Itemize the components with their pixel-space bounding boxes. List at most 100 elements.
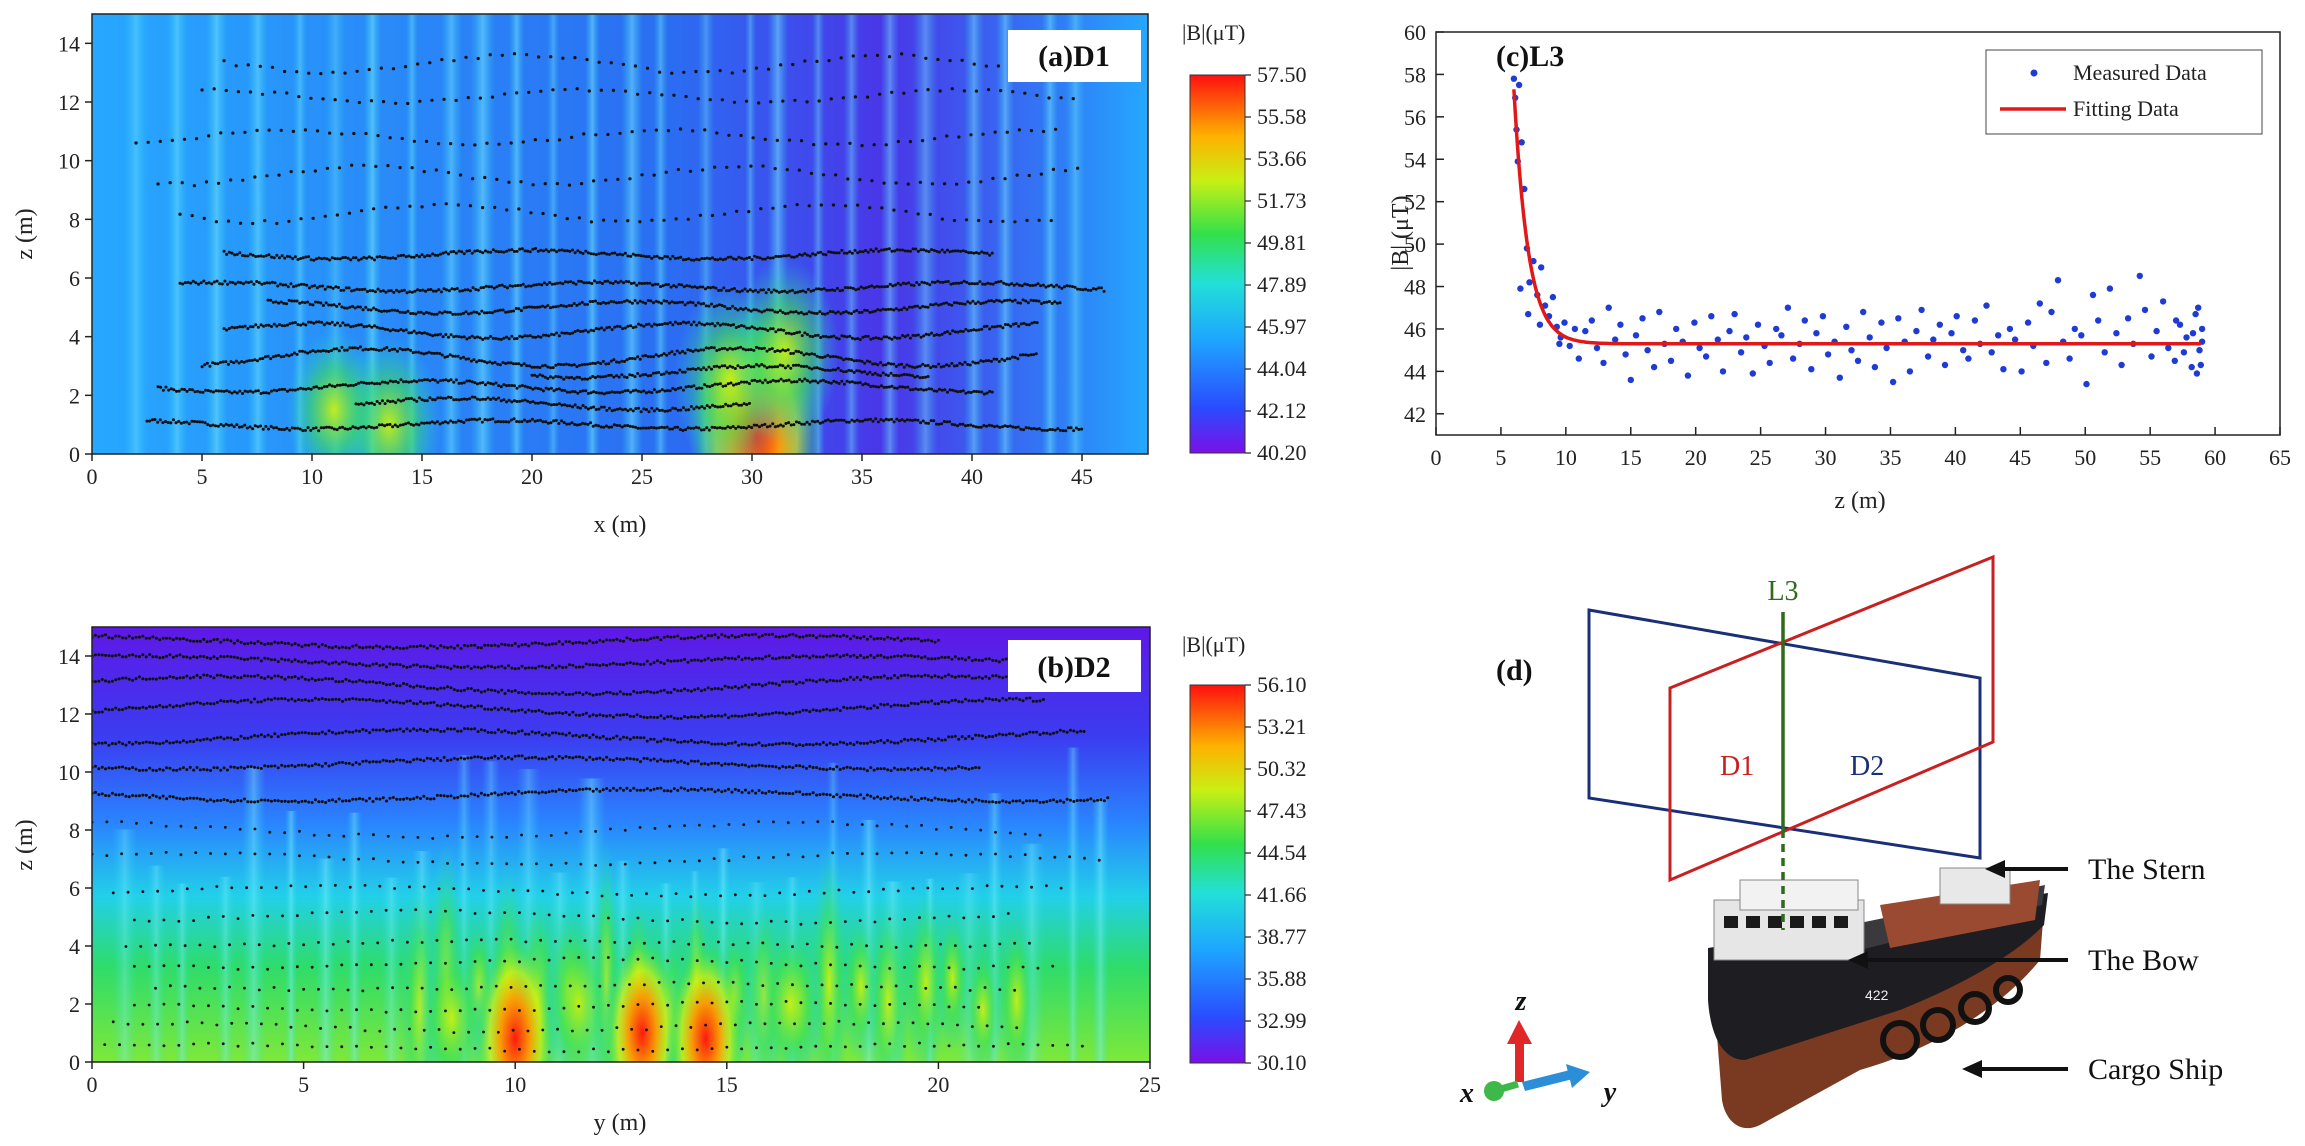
plane-d1: [1668, 554, 1995, 883]
panel-d: (d) 422 L3 D1: [1459, 554, 2223, 1129]
field-streak: [1065, 14, 1086, 454]
measured-point: [1843, 323, 1850, 330]
measured-point: [2196, 347, 2203, 354]
field-hotspot: [472, 927, 559, 1062]
measured-point: [1773, 325, 1780, 333]
field-streak: [284, 810, 298, 1062]
measured-point: [1789, 355, 1797, 362]
colorbar-tick-label: 32.99: [1257, 1008, 1307, 1033]
measured-point: [1983, 302, 1990, 309]
measured-point: [2071, 325, 2078, 333]
x-tick-label: 10: [504, 1072, 526, 1097]
z-axis-shaft: [1515, 1040, 1524, 1082]
colorbar-tick-label: 53.21: [1257, 714, 1307, 739]
field-streak: [315, 858, 337, 1062]
colorbar-tick-label: 41.66: [1257, 882, 1307, 907]
measured-point: [1561, 319, 1568, 326]
field-streak: [508, 14, 525, 454]
y-tick-label: 14: [58, 644, 80, 669]
measured-point: [1696, 344, 1703, 352]
y-tick-label: 12: [58, 702, 80, 727]
measured-point: [1731, 310, 1738, 318]
y-tick-label: 12: [58, 90, 80, 115]
heatmap-a-frame: [91, 13, 1149, 455]
measured-point: [1737, 349, 1745, 356]
track-dots: [103, 1041, 1084, 1054]
colorbar-tick-label: 35.88: [1257, 966, 1307, 991]
cargo-ship-illustration: 422: [1708, 867, 2048, 1129]
x-tick-label: 35: [1879, 445, 1901, 470]
track-dots: [222, 52, 1013, 76]
y-tick-label: 14: [58, 31, 80, 56]
field-streak: [346, 812, 362, 1062]
measured-point: [1824, 351, 1832, 358]
measured-point: [1536, 321, 1544, 328]
field-streak: [880, 14, 900, 454]
colorbar-tick-label: 53.66: [1257, 146, 1307, 171]
title-box-a: [1008, 30, 1141, 82]
measured-point: [1936, 321, 1944, 328]
field-streak: [247, 14, 269, 454]
plane-d1-label: D1: [1720, 751, 1754, 782]
y-tick-label: 50: [1404, 232, 1426, 257]
field-streak: [470, 14, 496, 454]
measured-point: [1518, 139, 1525, 146]
measured-point: [1854, 357, 1862, 364]
measured-point: [1517, 285, 1524, 292]
x-tick-label: 15: [716, 1072, 738, 1097]
measured-point: [1639, 315, 1646, 322]
field-streak: [216, 876, 235, 1062]
panel-c: 0 5 10 15 20 25 30 35 40 45 50 55 60 65 42 44 46 48 50 52 54…: [1388, 20, 2291, 514]
title-b: (b)D2: [1037, 651, 1110, 684]
y-tick-label: 10: [58, 149, 80, 174]
x-tick-label: 20: [1685, 445, 1707, 470]
measured-point: [1593, 344, 1601, 352]
measured-point: [1743, 334, 1750, 341]
axes-a: 0 5 10 15 20 25 30 35 40 45 0 2 4 6 8 10 12 14: [58, 31, 1093, 489]
field-streak: [653, 14, 668, 454]
colorbar-tick-label: 45.97: [1257, 314, 1307, 339]
measured-point: [1656, 308, 1663, 316]
measured-point: [1538, 264, 1545, 271]
measured-point: [1617, 321, 1624, 328]
track-dots: [222, 320, 1039, 342]
measured-point: [2018, 368, 2025, 375]
measured-point: [1749, 370, 1757, 377]
callout-bow: The Bow: [2088, 944, 2199, 977]
x-tick-label: 45: [1071, 464, 1093, 489]
line-l3-label: L3: [1767, 576, 1798, 607]
field-streak: [205, 14, 228, 454]
colorbar-tick-label: 47.43: [1257, 798, 1307, 823]
field-spire: [995, 910, 1038, 1062]
track-dots: [156, 163, 1080, 188]
measured-point: [1575, 355, 1583, 362]
measured-point: [1906, 368, 1914, 375]
track-dots: [354, 395, 751, 414]
x-tick-label: 5: [298, 1072, 309, 1097]
x-tick-label: 0: [87, 464, 98, 489]
measured-point: [2141, 306, 2149, 314]
xlabel-c: z (m): [1834, 488, 1885, 514]
heatmap-b-field: [112, 747, 1110, 1062]
panel-a: (a)D1 0 5 10 15 20 25 30 35 40 45 0 2 4 6 8 10 12 14 x (m…: [12, 13, 1307, 538]
x-tick-label: 45: [2009, 445, 2031, 470]
measured-point: [1965, 355, 1972, 362]
colorbar-a-title: |B|(μT): [1182, 20, 1245, 45]
legend-c: Measured Data Fitting Data: [1985, 49, 2263, 135]
track-dots: [132, 1000, 981, 1014]
field-streak: [621, 14, 643, 454]
measured-point: [1784, 304, 1792, 311]
measured-point: [1808, 366, 1815, 373]
colorbar-tick-label: 44.04: [1257, 356, 1307, 381]
ylabel-c: |B| (μT): [1388, 195, 1414, 270]
colorbar-tick-label: 38.77: [1257, 924, 1307, 949]
y-axis-arrowhead: [1566, 1064, 1590, 1088]
field-streak: [996, 14, 1015, 454]
colorbar-tick-label: 42.12: [1257, 398, 1307, 423]
x-tick-label: 0: [1431, 445, 1442, 470]
measured-point: [1836, 374, 1844, 381]
field-streak: [843, 14, 860, 454]
y-tick-label: 0: [69, 1050, 80, 1075]
y-tick-label: 6: [69, 876, 80, 901]
